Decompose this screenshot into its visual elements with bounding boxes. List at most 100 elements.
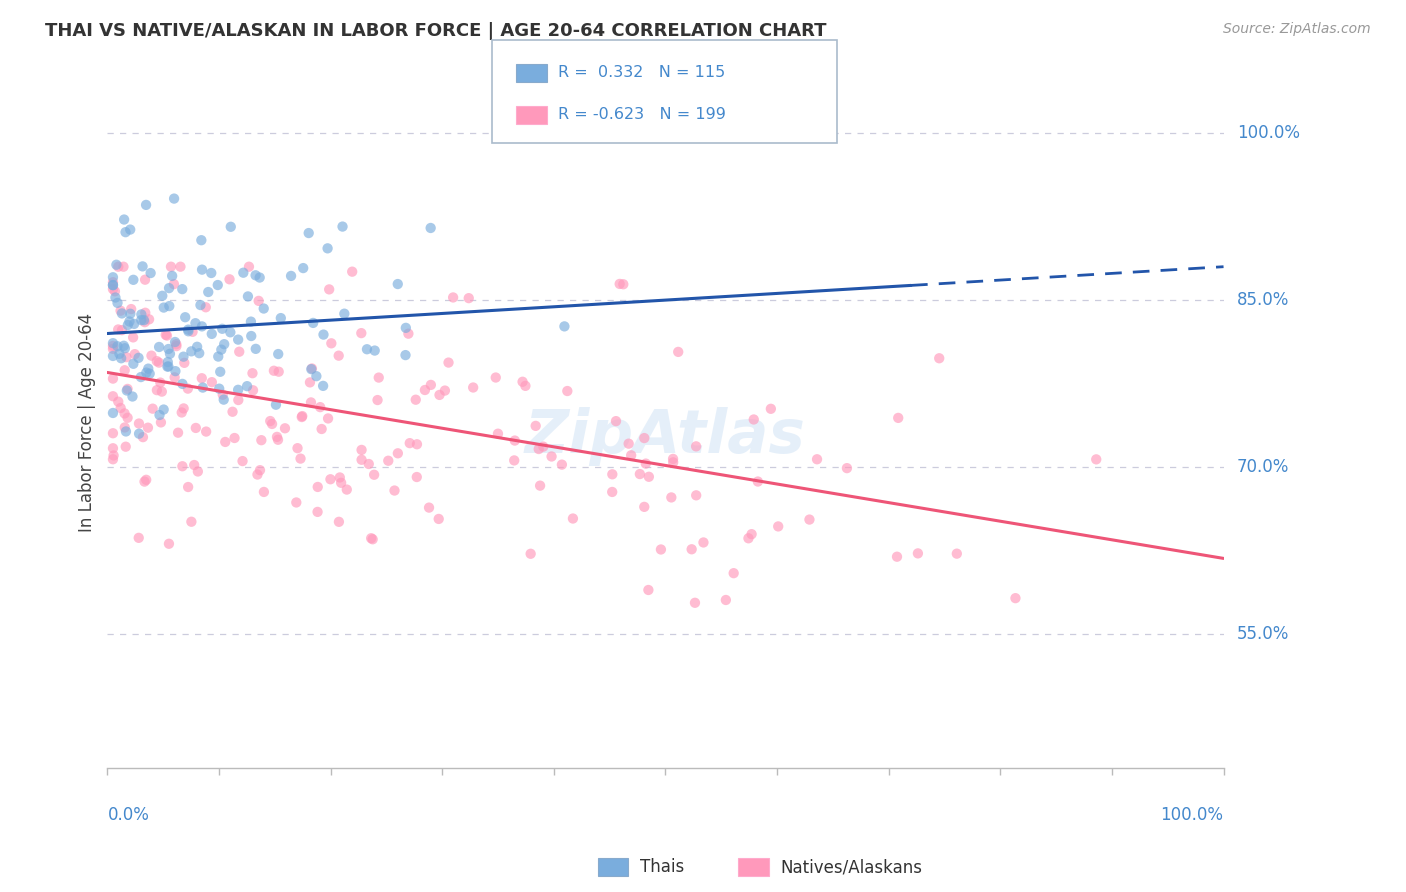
Point [806,452,828,467]
Point [101,452,124,467]
Point [723,566,745,581]
Point [157,359,180,374]
Point [115,384,138,398]
Point [737,531,759,545]
Point [120,222,142,236]
Point [104,285,127,299]
Point [463,380,485,394]
Point [226,383,249,397]
Point [413,383,436,397]
Point [165,339,187,353]
Point [114,225,136,239]
Point [742,412,765,426]
Text: THAI VS NATIVE/ALASKAN IN LABOR FORCE | AGE 20-64 CORRELATION CHART: THAI VS NATIVE/ALASKAN IN LABOR FORCE | … [45,22,827,40]
Point [384,483,406,498]
Point [110,351,132,366]
Point [299,395,322,409]
Point [148,356,170,370]
Point [197,285,219,299]
Point [101,342,124,356]
Text: R =  0.332   N = 115: R = 0.332 N = 115 [558,65,725,80]
Point [433,384,456,398]
Point [253,301,276,316]
Point [620,448,643,462]
Point [117,318,139,332]
Point [101,406,124,420]
Point [112,260,135,274]
Point [377,454,399,468]
Text: R = -0.623   N = 199: R = -0.623 N = 199 [558,107,725,122]
Point [302,316,325,330]
Point [650,542,672,557]
Point [759,401,782,416]
Point [246,467,269,482]
Point [101,339,124,353]
Point [605,414,627,428]
Point [165,337,187,351]
Point [212,337,235,351]
Point [114,440,136,454]
Point [329,470,352,484]
Point [112,212,135,227]
Point [524,418,547,433]
Point [135,366,157,380]
Point [387,277,409,291]
Point [172,459,194,474]
Point [111,306,134,320]
Point [188,346,211,360]
Point [129,313,152,327]
Point [396,326,419,341]
Point [224,431,246,445]
Point [138,312,160,326]
Point [172,350,194,364]
Point [177,382,200,396]
Point [299,362,322,376]
Point [160,260,183,274]
Point [163,192,186,206]
Point [685,488,707,502]
Point [741,527,763,541]
Point [177,324,200,338]
Point [364,343,387,358]
Point [250,433,273,447]
Point [637,582,659,597]
Point [298,226,321,240]
Point [387,446,409,460]
Point [356,343,378,357]
Point [395,321,418,335]
Point [226,392,249,407]
Point [270,311,292,326]
Point [236,379,259,393]
Point [519,547,541,561]
Point [136,361,159,376]
Point [163,277,186,292]
Point [114,363,136,377]
Point [194,300,217,314]
Point [617,436,640,450]
Point [429,388,451,402]
Point [157,281,180,295]
Point [134,475,156,489]
Point [148,408,170,422]
Point [132,430,155,444]
Point [291,410,314,425]
Point [527,442,550,456]
Point [361,533,384,547]
Point [835,461,858,475]
Point [600,485,623,500]
Point [190,298,212,312]
Point [136,420,159,434]
Point [157,537,180,551]
Point [209,365,232,379]
Point [307,505,329,519]
Point [200,266,222,280]
Point [946,547,969,561]
Point [309,400,332,414]
Point [287,441,309,455]
Point [638,470,661,484]
Point [201,326,224,341]
Point [211,322,233,336]
Point [152,402,174,417]
Text: 70.0%: 70.0% [1237,458,1289,476]
Text: ZipAtlas: ZipAtlas [524,407,806,466]
